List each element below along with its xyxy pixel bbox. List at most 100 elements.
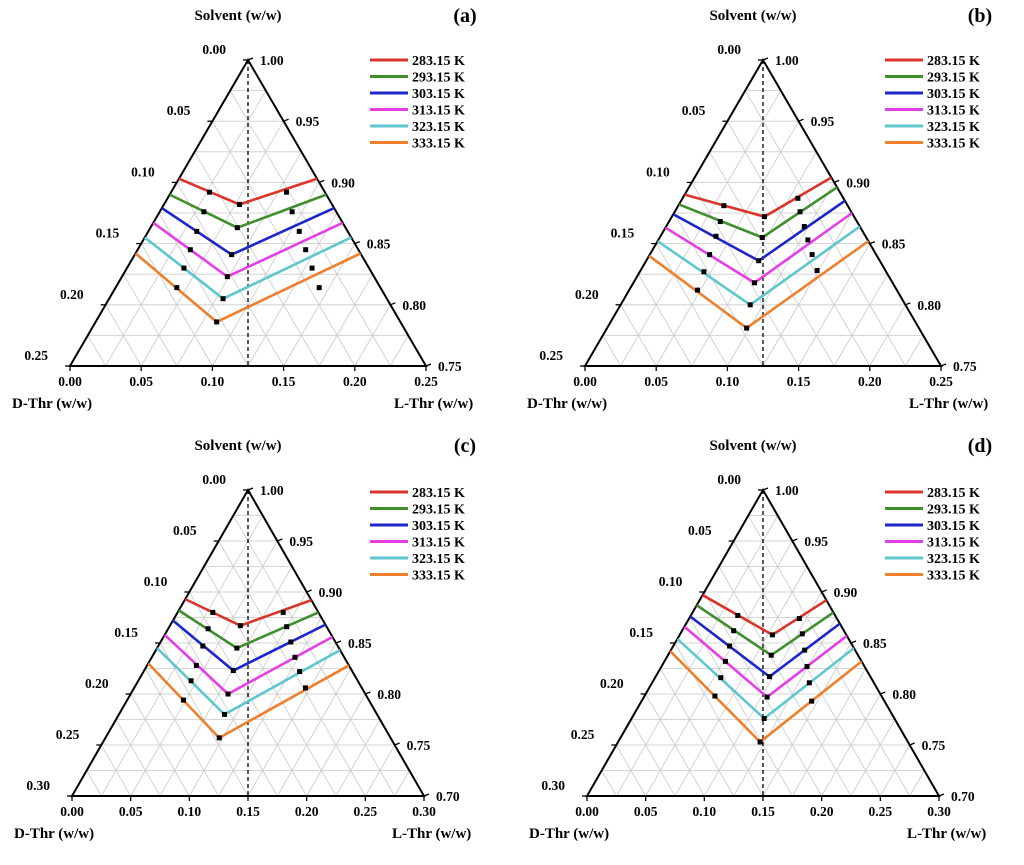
tick-mark (283, 118, 289, 122)
solubility-curve (648, 240, 870, 330)
grid-line (718, 566, 852, 797)
data-point (224, 274, 230, 280)
grid-line (659, 668, 735, 797)
data-point (797, 209, 803, 215)
tick-mark (762, 487, 769, 491)
tick-label: 0.10 (144, 574, 168, 589)
series-30315 (172, 619, 327, 674)
data-point (721, 203, 727, 209)
series-33315 (134, 252, 362, 325)
tick-label: 0.90 (319, 585, 343, 600)
data-point (180, 697, 186, 703)
legend-label: 323.15 K (927, 120, 980, 135)
tick-mark (394, 742, 400, 746)
data-point (222, 711, 228, 717)
tick-mark (762, 57, 769, 61)
tick-label: 0.75 (922, 738, 946, 753)
legend-label: 313.15 K (927, 536, 980, 551)
data-point (751, 280, 757, 286)
legend-label: 323.15 K (412, 120, 465, 135)
tick-label: 0.15 (236, 804, 260, 819)
series-29315 (678, 186, 838, 240)
data-point (814, 268, 820, 274)
grid-line (850, 719, 896, 797)
grid-line (601, 770, 617, 797)
grid-line (318, 273, 373, 367)
grid-line (638, 273, 693, 367)
series-31315 (683, 625, 848, 700)
data-point (207, 189, 213, 195)
tick-label: 0.90 (834, 585, 858, 600)
data-point (284, 624, 290, 630)
tick-label: 0.95 (804, 534, 828, 549)
tick-label: 0.30 (541, 778, 565, 793)
data-point (747, 302, 753, 308)
series-33315 (147, 662, 350, 741)
tick-label: 0.10 (659, 574, 683, 589)
grid-line (174, 617, 278, 797)
tick-label: 0.25 (56, 727, 80, 742)
data-point (187, 247, 193, 253)
tick-label: 0.25 (869, 804, 893, 819)
legend-label: 303.15 K (412, 87, 465, 102)
data-point (806, 680, 812, 686)
tick-label: 0.95 (289, 534, 313, 549)
grid-line (630, 719, 676, 797)
grid-line (762, 212, 853, 367)
grid-line (229, 90, 391, 367)
axis-title-l-thr: L-Thr (w/w) (392, 826, 471, 842)
grid-line (744, 90, 906, 367)
tick-label: 0.05 (167, 103, 191, 118)
data-point (796, 616, 802, 622)
tick-label: 0.15 (629, 625, 653, 640)
grid-line (203, 566, 337, 797)
data-point (229, 252, 235, 258)
data-point (713, 233, 719, 239)
legend-label: 283.15 K (927, 54, 980, 69)
panel-label: (c) (454, 435, 476, 457)
grid-line (144, 668, 220, 797)
grid-line (105, 90, 267, 367)
tick-label: 0.85 (863, 636, 887, 651)
tick-label: 0.05 (129, 374, 153, 389)
grid-line (909, 770, 925, 797)
triangle-frame (68, 58, 428, 367)
data-point (201, 209, 207, 215)
grid-line (833, 273, 888, 367)
data-point (303, 247, 309, 253)
grid-line (232, 515, 396, 797)
tick-label: 0.70 (951, 789, 975, 804)
grid-line (159, 566, 293, 797)
grid-line (87, 335, 106, 367)
tick-mark (938, 793, 945, 797)
tick-mark (277, 538, 283, 542)
data-point (210, 609, 216, 615)
ternary-panel: 0.00 0.00 1.00 0.05 0.05 0.95 0.10 0.10 0.90 0.15… (527, 5, 992, 412)
tick-label: 1.00 (775, 53, 799, 68)
grid-line (747, 515, 911, 797)
grid (601, 515, 925, 797)
tick-label: 0.25 (539, 348, 563, 363)
tick-mark (880, 691, 886, 695)
data-point (769, 632, 775, 638)
tick-label: 0.10 (716, 374, 740, 389)
tick-label: 0.20 (858, 374, 882, 389)
tick-label: 0.00 (58, 374, 82, 389)
data-point (694, 287, 700, 293)
legend-label: 303.15 K (927, 87, 980, 102)
tick-label: 0.80 (892, 687, 916, 702)
series-33315 (669, 650, 863, 745)
series-30315 (689, 615, 841, 680)
tick-label: 0.00 (575, 804, 599, 819)
tick-label: 0.90 (331, 175, 355, 190)
tick-label: 0.05 (634, 804, 658, 819)
data-point (214, 319, 220, 325)
tick-label: 0.80 (917, 298, 941, 313)
axis-title-solvent: Solvent (w/w) (709, 8, 796, 24)
axis-title-l-thr: L-Thr (w/w) (909, 396, 988, 412)
grid-line (394, 770, 410, 797)
tick-label: 0.80 (377, 687, 401, 702)
